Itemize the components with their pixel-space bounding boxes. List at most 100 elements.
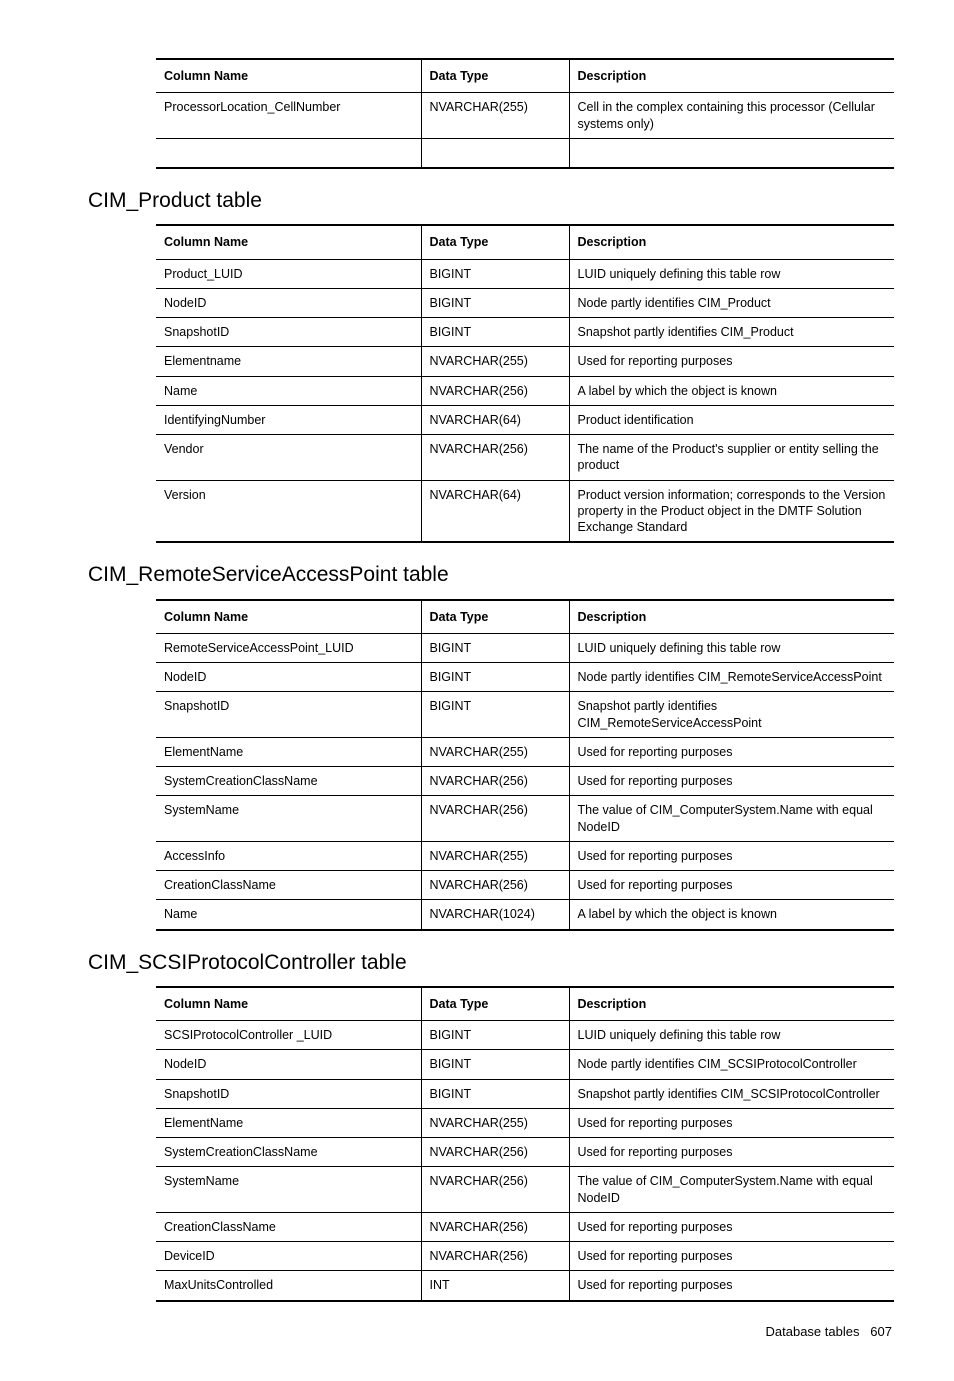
table-cell: Name <box>156 376 421 405</box>
table-cell: SnapshotID <box>156 1079 421 1108</box>
table-cell <box>156 138 421 168</box>
table-cell: Node partly identifies CIM_RemoteService… <box>569 663 894 692</box>
column-header: Data Type <box>421 59 569 93</box>
table-cell: NVARCHAR(256) <box>421 435 569 481</box>
table-cell: The value of CIM_ComputerSystem.Name wit… <box>569 1167 894 1213</box>
section-title: CIM_Product table <box>88 187 894 214</box>
table-cell: Snapshot partly identifies CIM_RemoteSer… <box>569 692 894 738</box>
table-cell: NVARCHAR(255) <box>421 841 569 870</box>
table-row: NodeIDBIGINTNode partly identifies CIM_P… <box>156 288 894 317</box>
table-cell: NodeID <box>156 663 421 692</box>
data-table: Column NameData TypeDescriptionSCSIProto… <box>156 986 894 1302</box>
table-cell: Used for reporting purposes <box>569 767 894 796</box>
table-row: DeviceIDNVARCHAR(256)Used for reporting … <box>156 1242 894 1271</box>
column-header: Description <box>569 987 894 1021</box>
data-table: Column NameData TypeDescription Product_L… <box>156 224 894 543</box>
table-cell: BIGINT <box>421 1079 569 1108</box>
section-title: CIM_RemoteServiceAccessPoint table <box>88 561 894 588</box>
column-header: Data Type <box>421 225 569 259</box>
column-header: Description <box>569 600 894 634</box>
table-cell: LUID uniquely defining this table row <box>569 633 894 662</box>
table-cell: LUID uniquely defining this table row <box>569 1021 894 1050</box>
table-cell: NVARCHAR(256) <box>421 1242 569 1271</box>
table-row: AccessInfoNVARCHAR(255)Used for reportin… <box>156 841 894 870</box>
table-row <box>156 138 894 168</box>
table-cell: BIGINT <box>421 259 569 288</box>
column-header: Description <box>569 59 894 93</box>
table-cell: IdentifyingNumber <box>156 405 421 434</box>
table-cell: NVARCHAR(256) <box>421 871 569 900</box>
table-row: ElementNameNVARCHAR(255)Used for reporti… <box>156 1108 894 1137</box>
table-row: SystemCreationClassNameNVARCHAR(256)Used… <box>156 767 894 796</box>
table-row: CreationClassNameNVARCHAR(256)Used for r… <box>156 871 894 900</box>
column-header: Column Name <box>156 225 421 259</box>
table-cell: SystemCreationClassName <box>156 767 421 796</box>
table-cell: A label by which the object is known <box>569 376 894 405</box>
table-cell: Name <box>156 900 421 930</box>
footer-label: Database tables <box>766 1324 860 1339</box>
table-cell: NVARCHAR(256) <box>421 1212 569 1241</box>
table-cell: NodeID <box>156 288 421 317</box>
table-row: NodeIDBIGINTNode partly identifies CIM_S… <box>156 1050 894 1079</box>
table-cell: NVARCHAR(256) <box>421 376 569 405</box>
data-table: Column NameData TypeDescriptionProcessor… <box>156 58 894 169</box>
table-row: MaxUnitsControlledINTUsed for reporting … <box>156 1271 894 1301</box>
table-cell: NVARCHAR(256) <box>421 1138 569 1167</box>
table-cell: NVARCHAR(256) <box>421 796 569 842</box>
table-cell: Version <box>156 480 421 542</box>
table-row: VersionNVARCHAR(64)Product version infor… <box>156 480 894 542</box>
table-cell: CreationClassName <box>156 871 421 900</box>
section-title: CIM_SCSIProtocolController table <box>88 949 894 976</box>
table-cell: NVARCHAR(255) <box>421 737 569 766</box>
table-row: SystemCreationClassNameNVARCHAR(256)Used… <box>156 1138 894 1167</box>
table-cell: BIGINT <box>421 692 569 738</box>
footer-page: 607 <box>870 1324 892 1339</box>
table-cell: Used for reporting purposes <box>569 1212 894 1241</box>
table-row: SystemNameNVARCHAR(256)The value of CIM_… <box>156 1167 894 1213</box>
table-row: NodeIDBIGINTNode partly identifies CIM_R… <box>156 663 894 692</box>
table-cell: NVARCHAR(64) <box>421 480 569 542</box>
table-cell: Product_LUID <box>156 259 421 288</box>
table-cell: Used for reporting purposes <box>569 737 894 766</box>
table-cell: BIGINT <box>421 1021 569 1050</box>
table-cell: Vendor <box>156 435 421 481</box>
table-row: ElementnameNVARCHAR(255)Used for reporti… <box>156 347 894 376</box>
table-row: SnapshotIDBIGINTSnapshot partly identifi… <box>156 1079 894 1108</box>
table-row: ProcessorLocation_CellNumberNVARCHAR(255… <box>156 93 894 139</box>
table-cell: NVARCHAR(255) <box>421 93 569 139</box>
table-cell: BIGINT <box>421 1050 569 1079</box>
table-cell: ElementName <box>156 1108 421 1137</box>
column-header: Column Name <box>156 987 421 1021</box>
table-row: SystemNameNVARCHAR(256)The value of CIM_… <box>156 796 894 842</box>
table-cell: SnapshotID <box>156 318 421 347</box>
table-cell: SystemName <box>156 796 421 842</box>
table-cell: Used for reporting purposes <box>569 871 894 900</box>
table-cell: Used for reporting purposes <box>569 1242 894 1271</box>
table-cell <box>421 138 569 168</box>
table-cell: Product version information; corresponds… <box>569 480 894 542</box>
table-row: SCSIProtocolController _LUIDBIGINTLUID u… <box>156 1021 894 1050</box>
column-header: Data Type <box>421 987 569 1021</box>
table-row: NameNVARCHAR(256)A label by which the ob… <box>156 376 894 405</box>
table-cell: NVARCHAR(256) <box>421 767 569 796</box>
table-cell <box>569 138 894 168</box>
table-row: CreationClassNameNVARCHAR(256)Used for r… <box>156 1212 894 1241</box>
table-cell: BIGINT <box>421 663 569 692</box>
table-cell: BIGINT <box>421 318 569 347</box>
table-cell: MaxUnitsControlled <box>156 1271 421 1301</box>
table-cell: SCSIProtocolController _LUID <box>156 1021 421 1050</box>
column-header: Description <box>569 225 894 259</box>
table-cell: DeviceID <box>156 1242 421 1271</box>
table-cell: SnapshotID <box>156 692 421 738</box>
table-cell: Used for reporting purposes <box>569 1108 894 1137</box>
table-row: ElementNameNVARCHAR(255)Used for reporti… <box>156 737 894 766</box>
table-cell: BIGINT <box>421 288 569 317</box>
table-cell: ProcessorLocation_CellNumber <box>156 93 421 139</box>
table-cell: NVARCHAR(64) <box>421 405 569 434</box>
table-cell: The value of CIM_ComputerSystem.Name wit… <box>569 796 894 842</box>
table-cell: ElementName <box>156 737 421 766</box>
column-header: Column Name <box>156 59 421 93</box>
table-cell: The name of the Product's supplier or en… <box>569 435 894 481</box>
table-row: IdentifyingNumberNVARCHAR(64)Product ide… <box>156 405 894 434</box>
table-cell: Snapshot partly identifies CIM_Product <box>569 318 894 347</box>
